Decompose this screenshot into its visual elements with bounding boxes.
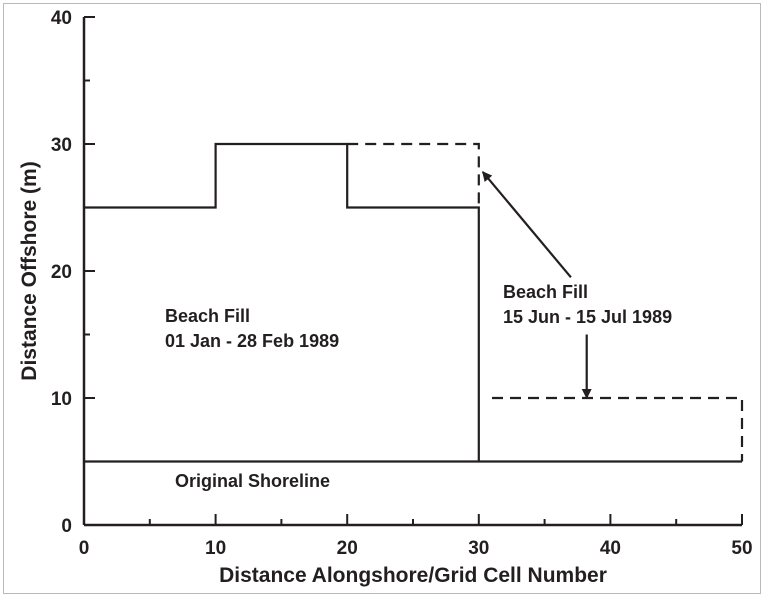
axes: 0 10 20 30 40 50 0 10 20 30 40 [51, 8, 753, 559]
y-tick-label: 40 [51, 8, 72, 29]
x-axis-title: Distance Alongshore/Grid Cell Number [219, 564, 607, 587]
beach-fill-2-dates: 15 Jun - 15 Jul 1989 [503, 307, 672, 327]
fill-2-upper-dashed-line [347, 142, 480, 208]
y-tick-label: 0 [61, 516, 72, 537]
x-tick-label: 40 [600, 538, 621, 559]
original-shoreline-label: Original Shoreline [175, 471, 330, 491]
fill-2-lower-dashed-line [492, 396, 744, 462]
beach-fill-1-title: Beach Fill [165, 306, 250, 326]
fill-1-boundary-line [84, 142, 480, 462]
arrow-to-upper-fill [481, 171, 572, 279]
x-tick-label: 50 [731, 538, 752, 559]
y-axis-title: Distance Offshore (m) [18, 161, 41, 380]
y-tick-label: 10 [51, 389, 72, 410]
figure-frame [3, 3, 761, 594]
x-tick-label: 30 [468, 538, 489, 559]
beach-fill-2-title: Beach Fill [503, 282, 588, 302]
y-tick-label: 30 [51, 135, 72, 156]
x-tick-label: 10 [205, 538, 226, 559]
y-tick-label: 20 [51, 262, 72, 283]
beach-fill-1-dates: 01 Jan - 28 Feb 1989 [165, 331, 339, 351]
x-tick-label: 20 [337, 538, 358, 559]
annotations: Beach Fill 01 Jan - 28 Feb 1989 Beach Fi… [18, 161, 672, 587]
plot-area [84, 142, 744, 463]
x-tick-label: 0 [79, 538, 90, 559]
